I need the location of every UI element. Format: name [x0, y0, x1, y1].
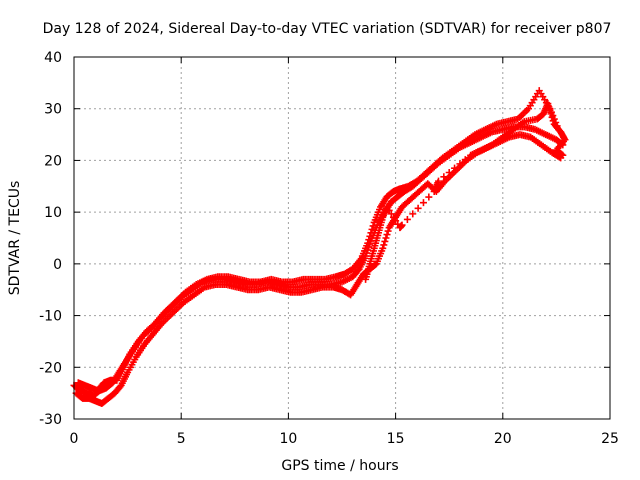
data-point — [381, 237, 389, 245]
data-point — [434, 177, 442, 185]
y-tick-label: -30 — [39, 412, 62, 428]
x-tick-label: 5 — [177, 431, 186, 447]
series-track-upper — [74, 87, 563, 395]
x-tick-label: 10 — [279, 431, 297, 447]
x-tick-label: 20 — [494, 431, 512, 447]
data-point — [403, 215, 411, 223]
y-tick-label: 10 — [44, 205, 62, 221]
data-point — [369, 222, 377, 230]
data-point — [409, 210, 417, 218]
y-tick-label: 30 — [44, 102, 62, 118]
data-point — [440, 173, 448, 181]
series-track-scatter — [362, 100, 569, 283]
series-track-main — [70, 123, 567, 400]
data-point — [380, 241, 388, 249]
data-point — [544, 100, 552, 108]
data-point — [383, 231, 391, 239]
data-point — [368, 225, 376, 233]
data-point — [384, 227, 392, 235]
data-points — [70, 87, 569, 407]
data-point — [419, 199, 427, 207]
data-point — [456, 160, 464, 168]
data-point — [382, 234, 390, 242]
y-tick-label: 0 — [53, 257, 62, 273]
grid — [74, 57, 610, 419]
y-tick-label: -10 — [39, 309, 62, 325]
data-point — [364, 239, 372, 247]
chart-title: Day 128 of 2024, Sidereal Day-to-day VTE… — [43, 21, 612, 37]
x-tick-label: 0 — [70, 431, 79, 447]
data-point — [398, 221, 406, 229]
data-point — [545, 103, 553, 111]
data-point — [366, 232, 374, 240]
data-point — [445, 168, 453, 176]
data-point — [548, 113, 556, 121]
series-track-lower — [72, 131, 565, 407]
y-tick-label: 20 — [44, 153, 62, 169]
y-tick-label: -20 — [39, 360, 62, 376]
data-point — [414, 204, 422, 212]
data-point — [549, 117, 557, 125]
x-axis-label: GPS time / hours — [281, 458, 398, 474]
data-point — [546, 106, 554, 114]
x-tick-label: 25 — [601, 431, 619, 447]
axes: 0 5 10 15 20 25 -30 -20 -10 0 10 20 30 40 — [39, 50, 619, 447]
x-tick-label: 15 — [387, 431, 405, 447]
y-tick-label: 40 — [44, 50, 62, 66]
data-point — [367, 229, 375, 237]
y-axis-label: SDTVAR / TECUs — [7, 181, 23, 296]
data-point — [461, 156, 469, 164]
data-point — [425, 193, 433, 201]
data-point — [558, 150, 566, 158]
data-point — [559, 151, 567, 159]
data-point — [379, 244, 387, 252]
data-point — [365, 236, 373, 244]
plot-frame — [73, 56, 611, 420]
data-point — [547, 110, 555, 118]
data-point — [451, 164, 459, 172]
